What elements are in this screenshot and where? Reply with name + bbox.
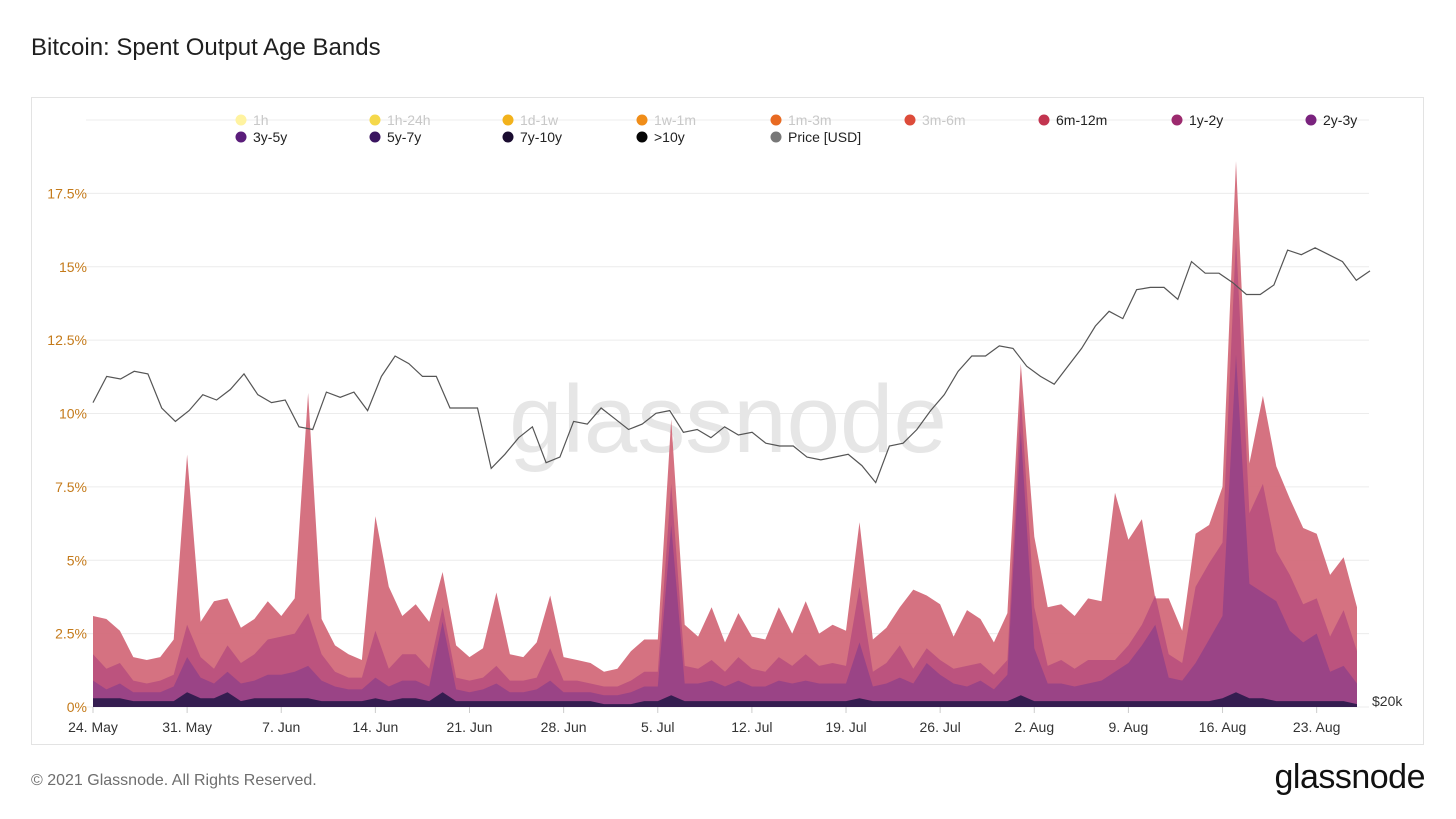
x-tick-label: 9. Aug	[1109, 719, 1149, 735]
legend-item[interactable]: 1d-1w	[502, 112, 560, 128]
x-tick-label: 7. Jun	[262, 719, 300, 735]
legend-swatch	[770, 131, 782, 143]
x-tick-label: 26. Jul	[920, 719, 961, 735]
area-band-2y-3y	[93, 354, 1357, 707]
legend-swatch	[502, 114, 514, 126]
legend-label: 7y-10y	[520, 129, 562, 145]
legend-label: 1y-2y	[1189, 112, 1223, 128]
x-tick-label: 31. May	[162, 719, 212, 735]
legend-swatch	[235, 114, 247, 126]
legend-label: 6m-12m	[1056, 112, 1107, 128]
x-tick-label: 5. Jul	[641, 719, 674, 735]
y-tick-label: 17.5%	[47, 185, 87, 201]
legend-item[interactable]: 6m-12m	[1038, 112, 1108, 128]
y-tick-label: 15%	[59, 259, 87, 275]
legend-label: 1h	[253, 112, 269, 128]
legend-item[interactable]: 1h	[235, 112, 269, 128]
legend-item[interactable]: 1m-3m	[770, 112, 832, 128]
legend-label: 3y-5y	[253, 129, 287, 145]
chart-panel	[31, 97, 1424, 745]
x-tick-label: 28. Jun	[541, 719, 587, 735]
y-tick-label: 5%	[67, 552, 87, 568]
x-tick-label: 21. Jun	[447, 719, 493, 735]
legend-item[interactable]: >10y	[636, 129, 685, 145]
chart-title: Bitcoin: Spent Output Age Bands	[31, 34, 381, 61]
watermark: glassnode	[509, 366, 947, 473]
legend-swatch	[636, 114, 648, 126]
legend-item[interactable]: 7y-10y	[502, 129, 563, 145]
legend-swatch	[235, 131, 247, 143]
x-axis-ticks: 24. May 31. May 7. Jun 14. Jun 21. Jun 28. Ju…	[68, 707, 1340, 735]
x-tick-label: 14. Jun	[352, 719, 398, 735]
x-tick-label: 23. Aug	[1293, 719, 1341, 735]
legend-item[interactable]: 1w-1m	[636, 112, 697, 128]
legend-item[interactable]: 3m-6m	[904, 112, 966, 128]
legend-swatch	[369, 114, 381, 126]
legend-item[interactable]: 3y-5y	[235, 129, 288, 145]
legend-label: 3m-6m	[922, 112, 966, 128]
x-tick-label: 16. Aug	[1199, 719, 1247, 735]
legend-swatch	[1171, 114, 1183, 126]
x-tick-label: 12. Jul	[731, 719, 772, 735]
y-tick-label: 0%	[67, 699, 87, 715]
legend-swatch	[1305, 114, 1317, 126]
legend-label: 1d-1w	[520, 112, 559, 128]
legend-swatch	[770, 114, 782, 126]
legend-item[interactable]: 2y-3y	[1305, 112, 1358, 128]
brand-logo[interactable]: glassnode	[1274, 758, 1425, 796]
legend-item[interactable]: 5y-7y	[369, 129, 422, 145]
legend-swatch	[502, 131, 514, 143]
y-tick-label: 10%	[59, 406, 87, 422]
x-tick-label: 19. Jul	[825, 719, 866, 735]
price-line	[92, 247, 1371, 484]
x-tick-label: 24. May	[68, 719, 118, 735]
legend-label: 2y-3y	[1323, 112, 1357, 128]
legend-swatch	[1038, 114, 1050, 126]
x-tick-label: 2. Aug	[1014, 719, 1054, 735]
legend-label: 1h-24h	[387, 112, 431, 128]
legend-swatch	[369, 131, 381, 143]
legend-swatch	[636, 131, 648, 143]
price-series	[92, 247, 1371, 484]
y-tick-label: 12.5%	[47, 332, 87, 348]
price-axis-label: $20k	[1372, 693, 1403, 709]
legend-label: >10y	[654, 129, 685, 145]
legend-swatch	[904, 114, 916, 126]
y-axis-ticks: 0% 2.5% 5% 7.5% 10% 12.5% 15% 17.5% $20k	[47, 185, 1403, 715]
legend: 1h 1h-24h 1d-1w 1w-1m 1m-3m 3m-6m 6m-12m 1y-2y 2…	[235, 112, 1358, 145]
legend-label: Price [USD]	[788, 129, 861, 145]
y-tick-label: 7.5%	[55, 479, 87, 495]
copyright-footer: © 2021 Glassnode. All Rights Reserved.	[31, 772, 317, 789]
legend-label: 1m-3m	[788, 112, 832, 128]
y-tick-label: 2.5%	[55, 626, 87, 642]
legend-item[interactable]: 1h-24h	[369, 112, 431, 128]
legend-item[interactable]: 1y-2y	[1171, 112, 1224, 128]
legend-item[interactable]: Price [USD]	[770, 129, 862, 145]
legend-label: 1w-1m	[654, 112, 696, 128]
area-series	[93, 161, 1357, 708]
legend-label: 5y-7y	[387, 129, 421, 145]
area-band-3y-5y	[93, 692, 1357, 707]
